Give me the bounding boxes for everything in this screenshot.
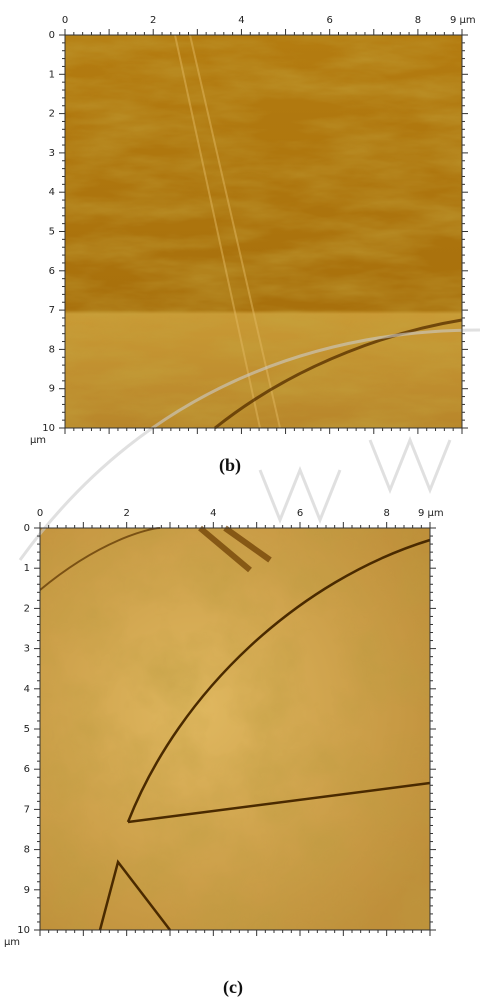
y-tick-label: 6 — [24, 764, 30, 775]
y-tick-label: 9 — [49, 384, 55, 395]
watermark — [18, 328, 481, 561]
y-tick-label: 2 — [24, 603, 30, 614]
y-tick-label: 4 — [24, 684, 30, 695]
caption: (b) — [219, 455, 241, 476]
y-tick-label: 1 — [24, 563, 30, 574]
unit-label: µm — [30, 435, 46, 446]
y-tick-label: 10 — [17, 925, 30, 936]
x-tick-label: 4 — [238, 15, 244, 26]
y-tick-label: 2 — [49, 109, 55, 120]
x-tick-label: 2 — [123, 508, 129, 519]
x-tick-label: 9 µm — [450, 15, 476, 26]
y-tick-label: 8 — [49, 344, 55, 355]
x-tick-label: 2 — [150, 15, 156, 26]
y-tick-label: 0 — [24, 523, 30, 534]
x-tick-label: 4 — [210, 508, 216, 519]
y-tick-label: 7 — [49, 305, 55, 316]
x-tick-label: 6 — [326, 15, 332, 26]
y-tick-label: 6 — [49, 266, 55, 277]
y-tick-label: 0 — [49, 30, 55, 41]
x-tick-label: 8 — [415, 15, 421, 26]
y-tick-label: 5 — [24, 724, 30, 735]
x-tick-label: 9 µm — [418, 508, 444, 519]
y-tick-label: 3 — [24, 644, 30, 655]
x-tick-label: 6 — [297, 508, 303, 519]
panel-c-image — [39, 525, 431, 931]
y-tick-label: 8 — [24, 845, 30, 856]
y-tick-label: 3 — [49, 148, 55, 159]
unit-label: µm — [4, 937, 20, 948]
x-tick-label: 8 — [383, 508, 389, 519]
y-tick-label: 7 — [24, 804, 30, 815]
y-tick-label: 10 — [42, 423, 55, 434]
panel-b-image — [65, 34, 463, 430]
x-tick-label: 0 — [37, 508, 43, 519]
caption: (c) — [223, 977, 243, 998]
y-tick-label: 4 — [49, 187, 55, 198]
x-tick-label: 0 — [62, 15, 68, 26]
y-tick-label: 9 — [24, 885, 30, 896]
y-tick-label: 1 — [49, 69, 55, 80]
y-tick-label: 5 — [49, 227, 55, 238]
